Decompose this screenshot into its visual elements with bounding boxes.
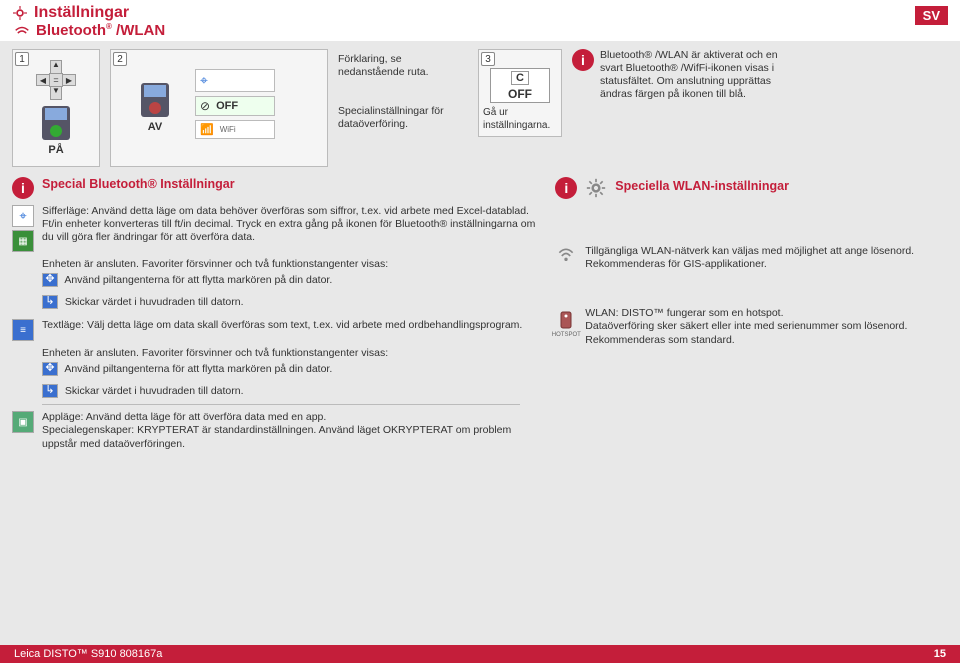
- footer-product: Leica DISTO™ S910 808167a: [14, 648, 162, 660]
- toggle-off-row: ⊘ OFF: [195, 96, 275, 116]
- page-header: Inställningar Bluetooth® /WLAN SV: [0, 0, 960, 41]
- signal-red-icon: [14, 24, 30, 38]
- device-on-label: PÅ: [48, 144, 63, 156]
- expl-text-2: Specialinställningar för dataöverföring.: [338, 105, 468, 131]
- right-section-title: Speciella WLAN-inställningar: [615, 179, 789, 193]
- text-mode-icon: ≡: [12, 319, 34, 341]
- left-column: i Special Bluetooth® Inställningar ⌖ ▦ S…: [12, 177, 543, 457]
- send-value-icon: ↳: [42, 295, 58, 309]
- left-p5a: Enheten är ansluten. Favoriter försvinne…: [42, 347, 543, 360]
- gear-grey-icon: [585, 177, 607, 199]
- gear-red-icon: [12, 6, 28, 20]
- wlan-antenna-icon: [555, 245, 577, 267]
- toggle-wifi-row: 📶 WiFi: [195, 120, 275, 139]
- right-column: i Speciella WLAN-inställningar Tillgängl…: [555, 177, 948, 457]
- bt-toggle-list: ⌖ ⊘ OFF 📶 WiFi: [195, 54, 285, 154]
- bluetooth-icon: ⌖: [12, 205, 34, 227]
- info-icon: i: [572, 49, 594, 71]
- dpad-icon: ▲ ▼ ◀ ▶ =: [36, 60, 76, 100]
- step-panel-3: 3 C OFF Gå ur inställningarna.: [478, 49, 562, 137]
- right-p1b: Rekommenderas för GIS-applikationer.: [585, 258, 914, 271]
- cursor-move-icon: ✥: [42, 273, 58, 287]
- grid-green-icon: ▦: [12, 230, 34, 252]
- expl-text-1: Förklaring, se nedanstående ruta.: [338, 53, 468, 79]
- subtitle-wlan: /WLAN: [112, 22, 165, 39]
- left-p3: Skickar värdet i huvudraden till datorn.: [65, 296, 244, 308]
- right-p1a: Tillgängliga WLAN-nätverk kan väljas med…: [585, 245, 914, 258]
- top-info-text: Bluetooth® /WLAN är aktiverat och en sva…: [600, 49, 792, 102]
- device-off-label: AV: [148, 121, 162, 133]
- body-columns: i Special Bluetooth® Inställningar ⌖ ▦ S…: [0, 171, 960, 461]
- left-p5b: Använd piltangenterna för att flytta mar…: [64, 363, 332, 375]
- left-p6: Skickar värdet i huvudraden till datorn.: [65, 385, 244, 397]
- top-info-block: i Bluetooth® /WLAN är aktiverat och en s…: [572, 49, 792, 102]
- toggle-off-label: OFF: [216, 100, 238, 112]
- left-p1: Sifferläge: Använd detta läge om data be…: [42, 205, 543, 244]
- subtitle-bt: Bluetooth: [36, 22, 106, 39]
- page-footer: Leica DISTO™ S910 808167a 15: [0, 645, 960, 663]
- c-button-label: C: [511, 71, 529, 85]
- explanation-column: Förklaring, se nedanstående ruta. Specia…: [338, 49, 468, 132]
- step-number-2: 2: [113, 52, 127, 66]
- wifi-icon: 📶: [200, 123, 214, 136]
- step-panel-2: 2 AV ⌖ ⊘ OFF 📶 WiFi: [110, 49, 328, 167]
- app-mode-icon: ▣: [12, 411, 34, 433]
- hotspot-icon: HOTSPOT: [555, 307, 577, 341]
- footer-page-number: 15: [934, 648, 946, 660]
- step3-caption: Gå ur inställningarna.: [483, 107, 557, 132]
- left-p7a: Appläge: Använd detta läge för att överf…: [42, 411, 543, 424]
- step-number-3: 3: [481, 52, 495, 66]
- info-icon: i: [12, 177, 34, 199]
- step-number-1: 1: [15, 52, 29, 66]
- page-subtitle: Bluetooth® /WLAN: [36, 22, 165, 39]
- page-title: Inställningar: [34, 4, 129, 22]
- left-p7b: Specialegenskaper: KRYPTERAT är standard…: [42, 424, 543, 450]
- left-section-title: Special Bluetooth® Inställningar: [42, 177, 543, 191]
- null-icon: ⊘: [200, 99, 210, 113]
- send-value-icon: ↳: [42, 384, 58, 398]
- c-off-label: OFF: [508, 87, 532, 101]
- right-p2a: WLAN: DISTO™ fungerar som en hotspot.: [585, 307, 948, 320]
- right-p2b: Dataöverföring sker säkert eller inte me…: [585, 320, 948, 346]
- toggle-bt-row: ⌖: [195, 69, 275, 92]
- left-p4: Textläge: Välj detta läge om data skall …: [42, 319, 522, 332]
- step-panel-1: 1 ▲ ▼ ◀ ▶ = PÅ: [12, 49, 100, 167]
- language-badge: SV: [915, 6, 948, 25]
- c-off-box: C OFF: [490, 68, 550, 103]
- info-icon: i: [555, 177, 577, 199]
- divider-line: [42, 404, 520, 405]
- diagram-row: 1 ▲ ▼ ◀ ▶ = PÅ 2 AV ⌖: [0, 41, 960, 171]
- cursor-move-icon: ✥: [42, 362, 58, 376]
- bluetooth-icon: ⌖: [200, 72, 208, 89]
- left-p2b: Använd piltangenterna för att flytta mar…: [64, 274, 332, 286]
- left-p2a: Enheten är ansluten. Favoriter försvinne…: [42, 258, 543, 271]
